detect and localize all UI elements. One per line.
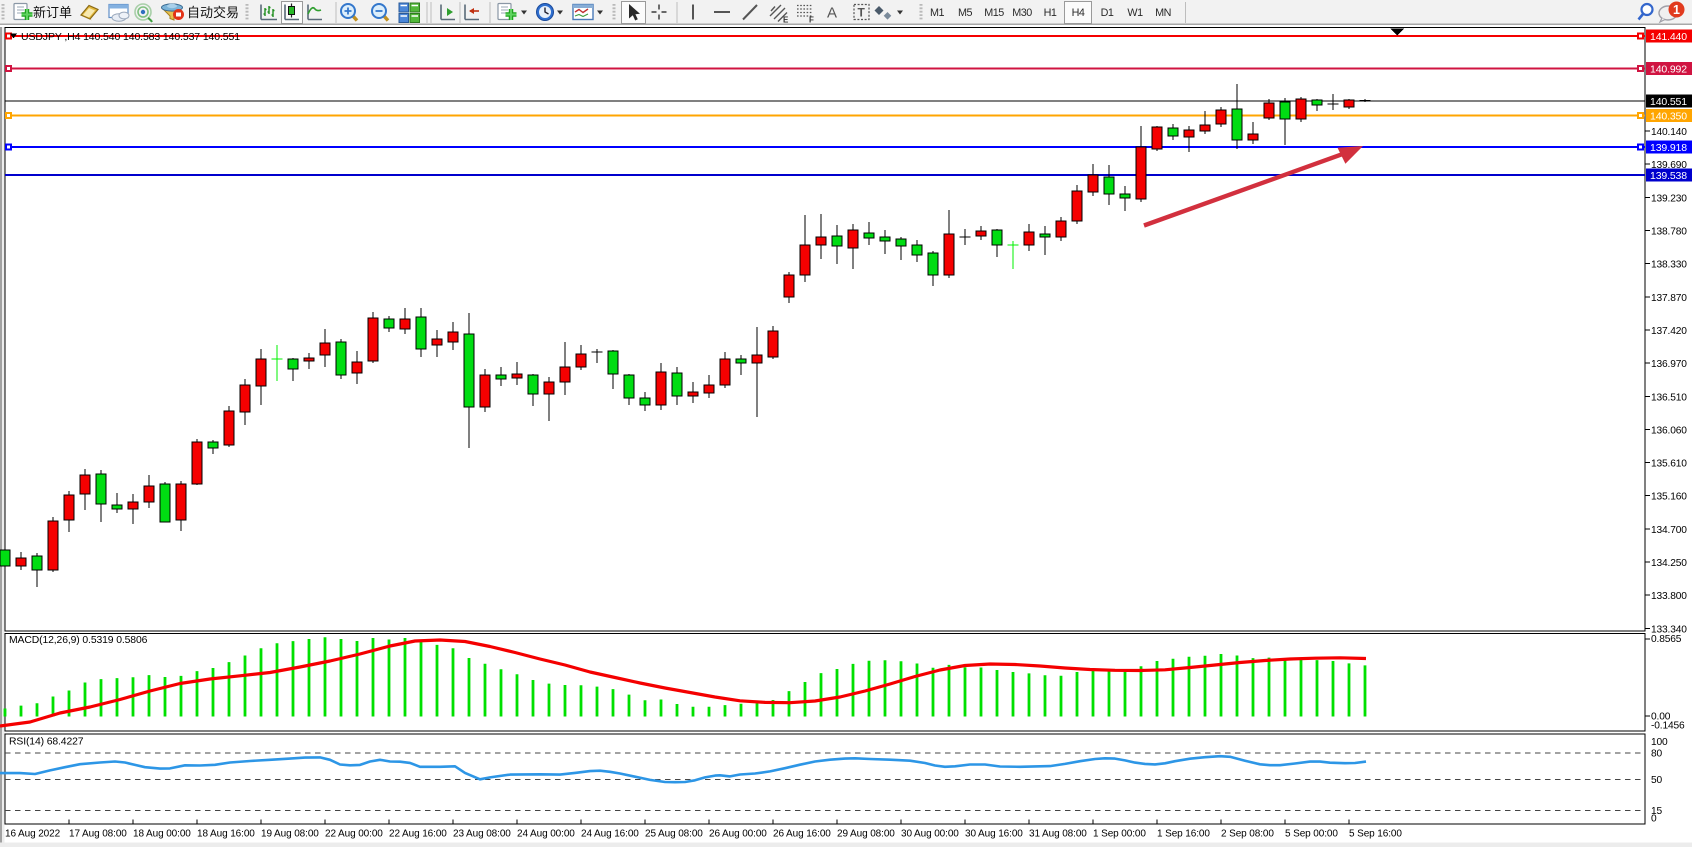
svg-text:26 Aug 16:00: 26 Aug 16:00 <box>773 829 831 840</box>
svg-text:1 Sep 00:00: 1 Sep 00:00 <box>1093 829 1146 840</box>
svg-text:H1: H1 <box>1044 7 1057 19</box>
svg-text:134.700: 134.700 <box>1651 525 1687 536</box>
svg-text:M1: M1 <box>930 7 944 19</box>
svg-text:T: T <box>858 6 866 20</box>
svg-text:24 Aug 16:00: 24 Aug 16:00 <box>581 829 639 840</box>
svg-text:140.992: 140.992 <box>1650 64 1687 76</box>
svg-text:18 Aug 16:00: 18 Aug 16:00 <box>197 829 255 840</box>
svg-text:135.610: 135.610 <box>1651 458 1687 469</box>
svg-text:138.780: 138.780 <box>1651 226 1687 237</box>
svg-text:-0.1456: -0.1456 <box>1651 721 1685 732</box>
svg-text:134.250: 134.250 <box>1651 558 1687 569</box>
svg-text:139.538: 139.538 <box>1650 170 1687 182</box>
svg-text:17 Aug 08:00: 17 Aug 08:00 <box>69 829 127 840</box>
svg-text:M30: M30 <box>1012 7 1032 19</box>
svg-text:31 Aug 08:00: 31 Aug 08:00 <box>1029 829 1087 840</box>
svg-text:135.160: 135.160 <box>1651 491 1687 502</box>
svg-text:30 Aug 16:00: 30 Aug 16:00 <box>965 829 1023 840</box>
svg-text:136.970: 136.970 <box>1651 359 1687 370</box>
svg-text:140.350: 140.350 <box>1650 111 1687 123</box>
svg-text:5 Sep 16:00: 5 Sep 16:00 <box>1349 829 1402 840</box>
svg-text:E: E <box>783 16 789 25</box>
svg-text:138.330: 138.330 <box>1651 259 1687 270</box>
svg-text:26 Aug 00:00: 26 Aug 00:00 <box>709 829 767 840</box>
svg-text:USDJPY ,H4 140.540 140.583 14: USDJPY ,H4 140.540 140.583 140.537 140.5… <box>21 31 240 43</box>
svg-text:1: 1 <box>1673 3 1680 17</box>
svg-text:0.00: 0.00 <box>1651 712 1671 723</box>
svg-text:M5: M5 <box>958 7 972 19</box>
svg-text:140.551: 140.551 <box>1650 96 1687 108</box>
svg-text:自动交易: 自动交易 <box>187 5 239 20</box>
svg-text:24 Aug 00:00: 24 Aug 00:00 <box>517 829 575 840</box>
svg-text:25 Aug 08:00: 25 Aug 08:00 <box>645 829 703 840</box>
svg-text:22 Aug 16:00: 22 Aug 16:00 <box>389 829 447 840</box>
svg-text:0: 0 <box>1651 814 1657 825</box>
svg-text:1 Sep 16:00: 1 Sep 16:00 <box>1157 829 1210 840</box>
svg-text:M15: M15 <box>984 7 1004 19</box>
svg-text:23 Aug 08:00: 23 Aug 08:00 <box>453 829 511 840</box>
svg-text:W1: W1 <box>1127 7 1143 19</box>
svg-text:140.140: 140.140 <box>1651 127 1687 138</box>
svg-text:136.060: 136.060 <box>1651 425 1687 436</box>
svg-text:F: F <box>809 16 814 25</box>
svg-text:18 Aug 00:00: 18 Aug 00:00 <box>133 829 191 840</box>
svg-text:MACD(12,26,9) 0.5319 0.5806: MACD(12,26,9) 0.5319 0.5806 <box>9 635 148 646</box>
svg-text:MN: MN <box>1155 7 1171 19</box>
svg-text:H4: H4 <box>1072 7 1085 19</box>
svg-text:141.440: 141.440 <box>1650 31 1687 43</box>
svg-text:A: A <box>827 5 837 22</box>
svg-text:50: 50 <box>1651 775 1663 786</box>
svg-text:139.918: 139.918 <box>1650 142 1687 154</box>
svg-text:19 Aug 08:00: 19 Aug 08:00 <box>261 829 319 840</box>
svg-text:133.340: 133.340 <box>1651 624 1687 635</box>
svg-text:30 Aug 00:00: 30 Aug 00:00 <box>901 829 959 840</box>
svg-text:RSI(14) 68.4227: RSI(14) 68.4227 <box>9 737 84 748</box>
svg-text:139.690: 139.690 <box>1651 160 1687 171</box>
svg-text:133.800: 133.800 <box>1651 591 1687 602</box>
svg-text:5 Sep 00:00: 5 Sep 00:00 <box>1285 829 1338 840</box>
svg-text:15: 15 <box>1651 806 1663 817</box>
svg-text:136.510: 136.510 <box>1651 392 1687 403</box>
svg-text:16 Aug 2022: 16 Aug 2022 <box>5 829 61 840</box>
svg-text:100: 100 <box>1651 737 1668 748</box>
svg-text:137.870: 137.870 <box>1651 293 1687 304</box>
svg-text:80: 80 <box>1651 749 1663 760</box>
svg-text:2 Sep 08:00: 2 Sep 08:00 <box>1221 829 1274 840</box>
svg-text:新订单: 新订单 <box>33 5 72 20</box>
svg-text:139.230: 139.230 <box>1651 193 1687 204</box>
svg-text:29 Aug 08:00: 29 Aug 08:00 <box>837 829 895 840</box>
svg-text:0.8565: 0.8565 <box>1651 634 1682 645</box>
svg-text:22 Aug 00:00: 22 Aug 00:00 <box>325 829 383 840</box>
svg-text:D1: D1 <box>1101 7 1114 19</box>
svg-text:137.420: 137.420 <box>1651 326 1687 337</box>
